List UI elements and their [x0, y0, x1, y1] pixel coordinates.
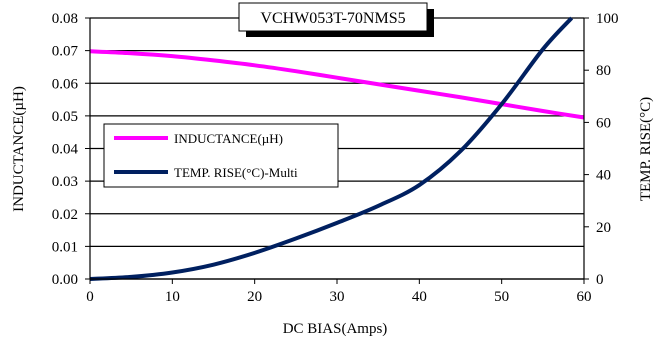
- x-tick-label-2: 20: [247, 289, 262, 305]
- y-axis-title: INDUCTANCE(µH): [11, 86, 27, 212]
- y-tick-label-4: 0.04: [52, 142, 79, 158]
- x-tick-label-4: 40: [412, 289, 427, 305]
- x-tick-label-5: 50: [494, 289, 509, 305]
- y-tick-label-0: 0.00: [52, 272, 78, 288]
- y-tick-label-5: 0.05: [52, 109, 78, 125]
- y2-tick-label-1: 20: [596, 220, 611, 236]
- x-tick-label-1: 10: [165, 289, 180, 305]
- x-axis-title: DC BIAS(Amps): [283, 321, 388, 337]
- y-tick-label-1: 0.01: [52, 239, 78, 255]
- y-tick-label-6: 0.06: [52, 76, 79, 92]
- y2-tick-label-5: 100: [596, 11, 619, 27]
- chart-legend: INDUCTANCE(µH) TEMP. RISE(°C)-Multi: [103, 123, 339, 188]
- y2-tick-label-0: 0: [596, 272, 604, 288]
- legend-frame: [103, 123, 339, 188]
- y2-tick-label-2: 40: [596, 168, 611, 184]
- y2-tick-label-4: 80: [596, 63, 611, 79]
- y-tick-label-2: 0.02: [52, 207, 78, 223]
- legend-label-inductance: INDUCTANCE(µH): [174, 131, 283, 146]
- chart-title: VCHW053T-70NMS5: [260, 10, 405, 27]
- series-layer: [89, 16, 585, 281]
- y-tick-label-8: 0.08: [52, 11, 78, 27]
- series-line-temp-rise: [89, 16, 574, 281]
- x-tick-label-6: 60: [577, 289, 592, 305]
- y2-axis-title: TEMP. RISE(°C): [638, 97, 654, 201]
- x-tick-label-0: 0: [86, 289, 94, 305]
- chart-title-box: VCHW053T-70NMS5: [238, 2, 434, 37]
- series-line-inductance: [89, 49, 585, 120]
- y2-tick-label-3: 60: [596, 115, 611, 131]
- chart-title-frame: [238, 2, 428, 32]
- x-tick-label-3: 30: [330, 289, 345, 305]
- y-tick-label-7: 0.07: [52, 44, 79, 60]
- legend-label-temp-rise: TEMP. RISE(°C)-Multi: [174, 165, 298, 180]
- axes-layer: 0.00 0.01 0.02 0.03 0.04 0.05 0.06 0.07 0.08 0 20 4…: [52, 11, 619, 305]
- y-tick-label-3: 0.03: [52, 174, 78, 190]
